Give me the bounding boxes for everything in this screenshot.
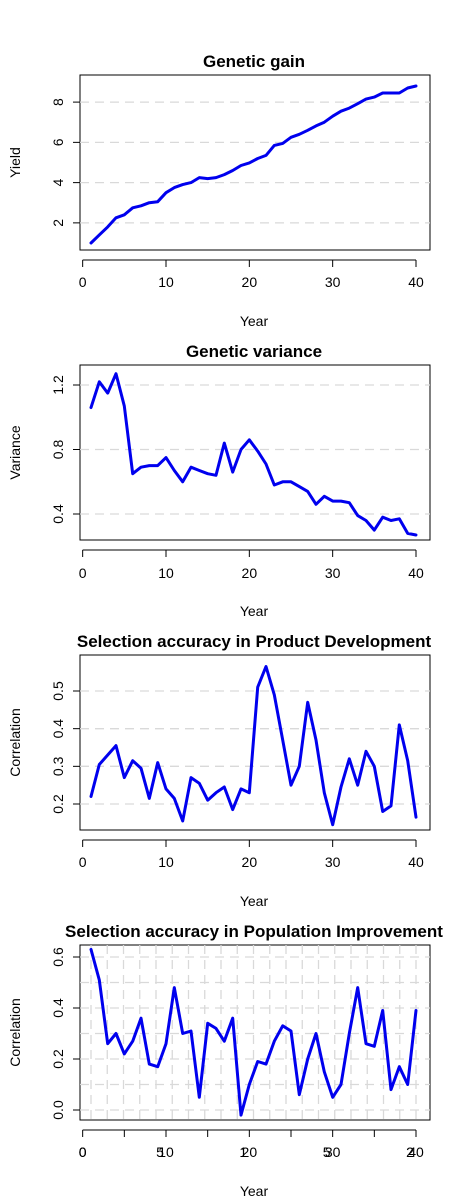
- y-tick-label: 2: [50, 219, 66, 227]
- x-tick-label: 10: [158, 274, 174, 290]
- x-tick-label: 0: [79, 565, 87, 581]
- x-tick-label-overlay: 1: [239, 1144, 247, 1160]
- x-tick-label: 40: [408, 1144, 424, 1160]
- y-tick-label: 0.2: [50, 794, 66, 814]
- x-tick-label: 30: [325, 854, 341, 870]
- y-tick-label: 8: [50, 98, 66, 106]
- x-tick-label: 40: [408, 565, 424, 581]
- y-tick-label: 0.5: [50, 681, 66, 701]
- plot-frame: [79, 74, 431, 251]
- plot-frame: [79, 364, 431, 541]
- x-tick-label: 30: [325, 565, 341, 581]
- x-tick-label: 0: [79, 274, 87, 290]
- x-axis-label: Year: [240, 893, 269, 909]
- y-tick-label: 0.4: [50, 998, 66, 1018]
- y-tick-label: 6: [50, 138, 66, 146]
- x-tick-label: 20: [242, 274, 258, 290]
- x-axis-label: Year: [240, 603, 269, 619]
- x-tick-label: 20: [242, 854, 258, 870]
- chart-title: Selection accuracy in Population Improve…: [65, 922, 443, 941]
- y-tick-label: 1.2: [50, 375, 66, 395]
- x-tick-label-overlay: 0: [79, 1144, 87, 1160]
- y-tick-label: 0.8: [50, 440, 66, 460]
- y-tick-label: 4: [50, 179, 66, 187]
- x-tick-label: 10: [158, 1144, 174, 1160]
- chart-panel-4: Selection accuracy in Population Improve…: [7, 922, 443, 1199]
- y-tick-label: 0.0: [50, 1100, 66, 1120]
- y-axis-label: Yield: [7, 147, 23, 178]
- y-axis-label: Variance: [7, 425, 23, 479]
- y-axis-label: Correlation: [7, 998, 23, 1066]
- x-tick-label: 20: [242, 1144, 258, 1160]
- x-tick-label: 30: [325, 274, 341, 290]
- y-tick-label: 0.4: [50, 504, 66, 524]
- x-axis-label: Year: [240, 313, 269, 329]
- x-tick-label: 10: [158, 854, 174, 870]
- x-tick-label-overlay: 5: [323, 1144, 331, 1160]
- x-tick-label: 0: [79, 1144, 87, 1160]
- y-tick-label: 0.6: [50, 947, 66, 967]
- x-tick-label-overlay: 5: [156, 1144, 164, 1160]
- x-tick-label: 40: [408, 274, 424, 290]
- y-tick-label: 0.3: [50, 756, 66, 776]
- plot-frame: [79, 944, 431, 1121]
- chart-title: Genetic gain: [203, 52, 305, 71]
- x-tick-label: 20: [242, 565, 258, 581]
- x-tick-label: 40: [408, 854, 424, 870]
- x-axis-label: Year: [240, 1183, 269, 1199]
- series-line: [89, 84, 418, 245]
- y-tick-label: 0.4: [50, 719, 66, 739]
- y-axis-label: Correlation: [7, 708, 23, 776]
- chart-panel-2: Genetic variance 0.4 0.8 1.2 0 10 20 30 40 Year Va…: [7, 342, 431, 619]
- plot-frame: [79, 654, 431, 831]
- chart-panel-3: Selection accuracy in Product Developmen…: [7, 632, 431, 909]
- series-line: [89, 947, 418, 1117]
- series-line: [89, 665, 418, 827]
- x-tick-label-overlay: 2: [406, 1144, 414, 1160]
- x-tick-label: 30: [325, 1144, 341, 1160]
- chart-panel-1: Genetic gain 2 4 6 8 0 10 20 30 40 Year Yield: [7, 52, 431, 329]
- series-line: [89, 372, 418, 537]
- y-tick-label: 0.2: [50, 1049, 66, 1069]
- chart-title: Selection accuracy in Product Developmen…: [77, 632, 432, 651]
- chart-title: Genetic variance: [186, 342, 322, 361]
- x-tick-label: 0: [79, 854, 87, 870]
- x-tick-label: 10: [158, 565, 174, 581]
